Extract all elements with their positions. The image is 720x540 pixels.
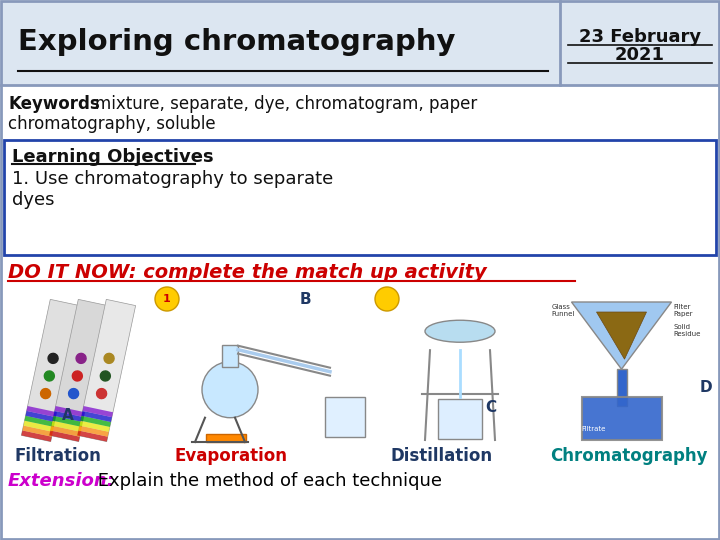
FancyBboxPatch shape	[25, 411, 56, 422]
Text: chromatography, soluble: chromatography, soluble	[8, 115, 215, 133]
Text: Exploring chromatography: Exploring chromatography	[18, 29, 456, 57]
Text: 1: 1	[163, 294, 171, 304]
FancyBboxPatch shape	[79, 421, 110, 432]
Circle shape	[155, 287, 179, 311]
Circle shape	[68, 389, 78, 399]
FancyBboxPatch shape	[22, 299, 80, 442]
Text: C: C	[485, 400, 496, 415]
Text: 2021: 2021	[615, 45, 665, 64]
FancyBboxPatch shape	[582, 397, 662, 440]
Circle shape	[100, 371, 110, 381]
FancyBboxPatch shape	[51, 421, 82, 432]
Text: 23 February: 23 February	[579, 28, 701, 45]
Text: D: D	[700, 380, 713, 395]
Polygon shape	[572, 302, 672, 369]
FancyBboxPatch shape	[222, 345, 238, 367]
Text: Learning Objectives: Learning Objectives	[12, 148, 214, 166]
Text: Filter
Paper: Filter Paper	[673, 304, 693, 317]
FancyBboxPatch shape	[55, 406, 85, 417]
FancyBboxPatch shape	[78, 426, 109, 437]
Text: A: A	[62, 408, 73, 423]
FancyBboxPatch shape	[22, 426, 53, 437]
Text: Keywords: Keywords	[8, 95, 100, 113]
FancyBboxPatch shape	[616, 369, 626, 406]
Text: Filtrate: Filtrate	[582, 426, 606, 432]
Circle shape	[45, 371, 54, 381]
Text: dyes: dyes	[12, 191, 55, 209]
FancyBboxPatch shape	[50, 299, 107, 442]
FancyBboxPatch shape	[77, 299, 135, 442]
Circle shape	[202, 362, 258, 418]
FancyBboxPatch shape	[77, 430, 108, 442]
Bar	[2, 287, 718, 445]
Text: Filtration: Filtration	[14, 447, 101, 465]
Text: B: B	[300, 292, 312, 307]
Text: DO IT NOW: complete the match up activity: DO IT NOW: complete the match up activit…	[8, 263, 487, 282]
Circle shape	[375, 287, 399, 311]
Bar	[1, 1, 719, 85]
FancyBboxPatch shape	[24, 421, 54, 432]
FancyBboxPatch shape	[325, 397, 365, 437]
Ellipse shape	[425, 320, 495, 342]
FancyBboxPatch shape	[50, 430, 80, 442]
Circle shape	[76, 353, 86, 363]
FancyBboxPatch shape	[50, 426, 81, 437]
FancyBboxPatch shape	[22, 430, 52, 442]
FancyBboxPatch shape	[83, 406, 113, 417]
Polygon shape	[596, 312, 647, 359]
FancyBboxPatch shape	[53, 411, 84, 422]
Text: Solid
Residue: Solid Residue	[673, 324, 701, 337]
FancyBboxPatch shape	[206, 434, 246, 442]
FancyBboxPatch shape	[81, 411, 112, 422]
FancyBboxPatch shape	[27, 406, 57, 417]
Circle shape	[72, 371, 82, 381]
Text: Evaporation: Evaporation	[175, 447, 288, 465]
Circle shape	[40, 389, 50, 399]
Circle shape	[104, 353, 114, 363]
FancyBboxPatch shape	[438, 399, 482, 439]
Text: Glass
Funnel: Glass Funnel	[552, 304, 575, 317]
Text: Chromatography: Chromatography	[550, 447, 708, 465]
Text: : mixture, separate, dye, chromatogram, paper: : mixture, separate, dye, chromatogram, …	[84, 95, 477, 113]
Bar	[4, 140, 716, 255]
Text: Explain the method of each technique: Explain the method of each technique	[92, 472, 442, 490]
Circle shape	[48, 353, 58, 363]
FancyBboxPatch shape	[24, 416, 55, 427]
Circle shape	[96, 389, 107, 399]
FancyBboxPatch shape	[53, 416, 83, 427]
Text: Extension:: Extension:	[8, 472, 115, 490]
FancyBboxPatch shape	[81, 416, 111, 427]
Text: Distillation: Distillation	[390, 447, 492, 465]
Text: 1. Use chromatography to separate: 1. Use chromatography to separate	[12, 170, 333, 188]
